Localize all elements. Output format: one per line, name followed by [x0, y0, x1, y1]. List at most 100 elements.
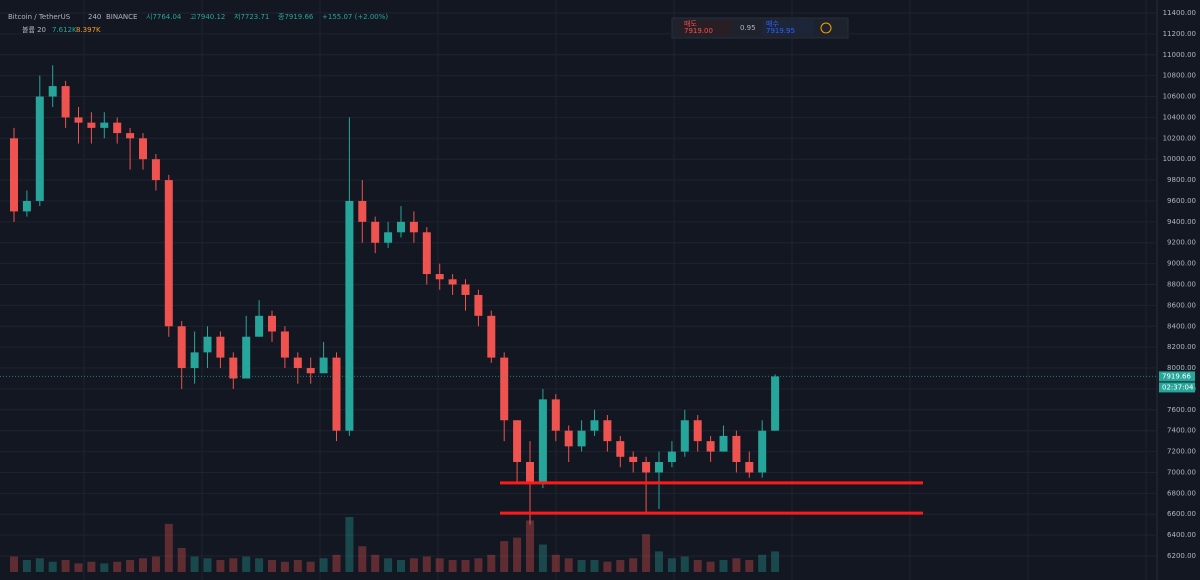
y-tick-label: 7000.00: [1167, 468, 1196, 476]
candle-body: [487, 315, 496, 358]
candle-body: [680, 420, 689, 452]
y-tick-label: 7600.00: [1167, 406, 1196, 414]
candle-body: [590, 420, 599, 431]
candle-body: [139, 138, 147, 160]
y-tick-label: 9400.00: [1167, 218, 1196, 226]
volume-bar: [680, 556, 689, 572]
volume-bar: [629, 558, 638, 572]
y-tick-label: 9600.00: [1167, 197, 1196, 205]
volume-bar: [590, 559, 599, 572]
candle-body: [616, 441, 625, 457]
candle-body: [577, 430, 586, 447]
volume-bar: [577, 559, 586, 572]
volume-legend-item: 볼륨 20: [22, 25, 46, 34]
candle-body: [48, 86, 57, 97]
y-tick-label: 10400.00: [1163, 113, 1196, 121]
y-tick-label: 6400.00: [1167, 531, 1196, 539]
candle-body: [100, 122, 109, 128]
volume-bar: [100, 563, 109, 572]
candle-body: [358, 200, 367, 222]
candle-body: [255, 315, 264, 337]
volume-bar: [332, 554, 341, 572]
candle-body: [719, 435, 728, 452]
candle-body: [448, 279, 457, 285]
candle-body: [61, 86, 70, 118]
symbol: Bitcoin / TetherUS: [8, 13, 71, 21]
y-tick-label: 9000.00: [1167, 260, 1196, 268]
ohlc-value: 저7723.71: [234, 12, 269, 21]
y-tick-label: 10000.00: [1163, 155, 1196, 163]
sell-price: 7919.00: [684, 27, 713, 35]
candle-body: [693, 420, 702, 442]
volume-bar: [771, 551, 780, 572]
volume-bar: [345, 517, 354, 572]
volume-bar: [126, 559, 135, 572]
y-tick-label: 6600.00: [1167, 510, 1196, 518]
last-price-box: [1159, 371, 1195, 382]
volume-bar: [758, 554, 767, 572]
y-tick-label: 11400.00: [1163, 9, 1196, 17]
volume-bar: [216, 559, 225, 572]
volume-bar: [397, 559, 405, 572]
volume-bar: [74, 563, 83, 572]
candle-body: [371, 221, 380, 243]
buy-button[interactable]: [762, 20, 814, 36]
y-tick-label: 9200.00: [1167, 239, 1196, 247]
volume-bar: [616, 559, 625, 572]
candle-body: [422, 232, 431, 275]
candle-body: [551, 399, 560, 431]
volume-bar: [448, 559, 457, 572]
order-panel: 매도 7919.00 0.95 매수 7919.95: [671, 17, 849, 39]
volume-bar: [203, 558, 212, 572]
candle-body: [758, 430, 767, 473]
y-tick-label: 11000.00: [1163, 51, 1196, 59]
candle-body: [745, 462, 754, 473]
candle-body: [164, 180, 173, 327]
volume-bar: [113, 561, 122, 572]
candle-body: [113, 122, 122, 134]
volume-bar: [306, 561, 315, 572]
volume-bar: [487, 554, 496, 572]
buy-price: 7919.95: [766, 27, 795, 35]
sell-button[interactable]: [680, 20, 732, 36]
candle-body: [384, 232, 393, 243]
ohlc-legend: 시7764.04 고7940.12 저7723.71 종7919.66 +155.07 …: [146, 12, 388, 21]
candle-body: [706, 441, 715, 452]
ohlc-value: 시7764.04: [146, 13, 182, 21]
candle-body: [126, 133, 135, 139]
volume-bar: [151, 556, 160, 572]
volume-bar: [268, 559, 276, 572]
y-tick-label: 8600.00: [1167, 301, 1196, 309]
y-tick-label: 10800.00: [1163, 72, 1196, 80]
volume-bar: [384, 558, 393, 572]
y-tick-label: 8000.00: [1167, 364, 1196, 372]
candle-body: [268, 315, 276, 332]
volume-bar: [190, 556, 199, 572]
candle-body: [771, 376, 780, 431]
candle-body: [35, 96, 44, 201]
volume-bar: [139, 558, 147, 572]
volume-legend-item: 7.612K: [52, 26, 77, 34]
candle-body: [397, 221, 405, 233]
sell-label: 매도: [684, 20, 697, 28]
volume-bar: [319, 558, 328, 572]
volume-bar: [526, 520, 534, 572]
candle-body: [461, 284, 470, 295]
candle-body: [22, 200, 31, 212]
volume-legend-item: 8.397K: [76, 26, 101, 34]
candle-body: [603, 420, 612, 442]
spread: 0.95: [740, 24, 756, 32]
y-tick-label: 8200.00: [1167, 343, 1196, 351]
candle-body: [151, 159, 160, 181]
candle-body: [474, 294, 483, 316]
y-tick-label: 7400.00: [1167, 427, 1196, 435]
volume-bar: [280, 561, 289, 572]
volume-bar: [603, 561, 612, 572]
volume-bar: [371, 554, 380, 572]
y-tick-label: 6200.00: [1167, 552, 1196, 560]
buy-label: 매수: [766, 20, 779, 28]
info-icon[interactable]: [820, 22, 832, 34]
interval: 240: [88, 13, 101, 21]
candle-body: [732, 435, 741, 463]
